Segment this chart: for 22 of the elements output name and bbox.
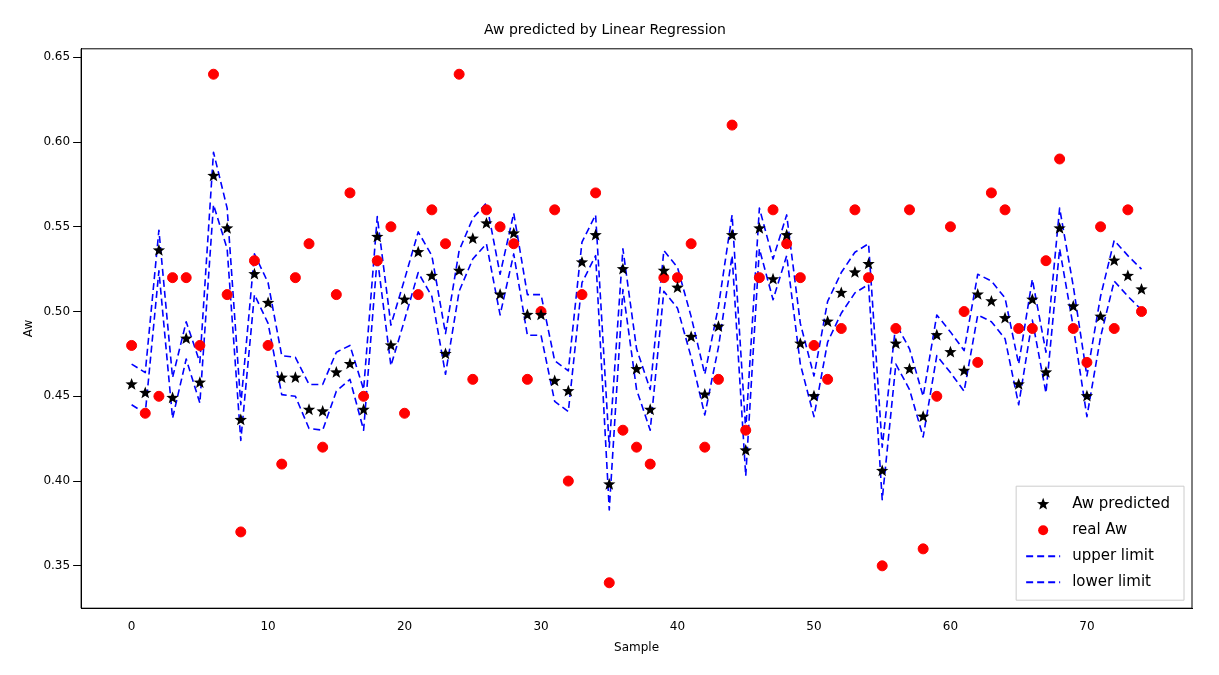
legend-label: real Aw [1072, 520, 1128, 539]
y-tick-label: 0.50 [43, 303, 71, 318]
x-tick-label: 10 [260, 618, 276, 633]
y-tick-label: 0.40 [43, 473, 71, 488]
x-tick-label: 50 [806, 618, 822, 633]
legend-label: Aw predicted [1072, 494, 1171, 513]
x-tick-label: 40 [669, 618, 686, 633]
y-axis-title: Aw [21, 319, 36, 338]
x-axis-title: Sample [614, 639, 660, 654]
chart-title: Aw predicted by Linear Regression [484, 21, 726, 38]
y-tick-label: 0.60 [43, 134, 71, 149]
legend-label: lower limit [1072, 572, 1152, 591]
legend-label: upper limit [1072, 546, 1154, 565]
x-tick-label: 20 [396, 618, 413, 633]
x-tick-label: 0 [127, 618, 136, 633]
y-tick-label: 0.65 [43, 49, 71, 64]
y-tick-label: 0.35 [43, 557, 71, 572]
x-tick-label: 30 [533, 618, 549, 633]
x-tick-label: 70 [1079, 618, 1095, 633]
x-tick-label: 60 [942, 618, 959, 633]
y-tick-label: 0.55 [43, 218, 71, 233]
y-tick-label: 0.45 [43, 388, 71, 403]
